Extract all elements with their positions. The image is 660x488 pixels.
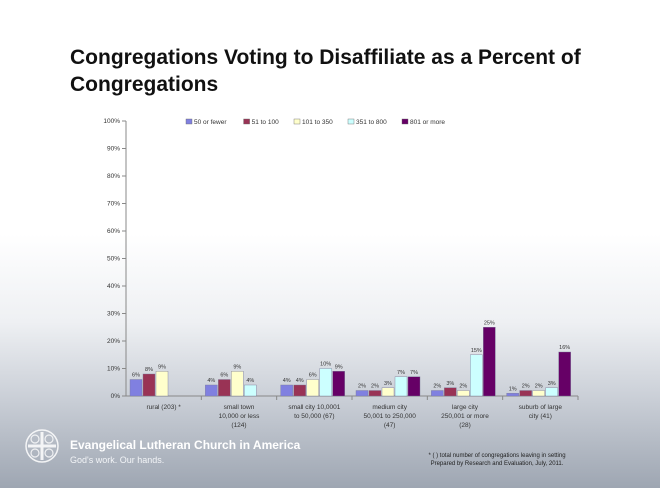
bar bbox=[355, 390, 369, 397]
bar bbox=[394, 376, 408, 397]
data-label: 3% bbox=[384, 381, 392, 387]
legend-label: 50 or fewer bbox=[194, 119, 227, 126]
data-label: 2% bbox=[522, 384, 530, 390]
legend-label: 801 or more bbox=[410, 119, 445, 126]
slide-title: Congregations Voting to Disaffiliate as … bbox=[70, 46, 581, 96]
legend-swatch bbox=[185, 118, 193, 125]
chart-footnote: * ( ) total number of congregations leav… bbox=[392, 452, 602, 468]
bar bbox=[319, 368, 332, 397]
bar bbox=[457, 390, 470, 397]
y-tick-label: 90% bbox=[107, 146, 120, 153]
y-tick-label: 60% bbox=[107, 228, 120, 235]
bar bbox=[142, 373, 156, 397]
legend-label: 101 to 350 bbox=[302, 119, 333, 126]
x-category-label: medium city bbox=[372, 404, 407, 411]
bar bbox=[205, 384, 218, 397]
x-category-label: large city bbox=[452, 404, 479, 411]
bar bbox=[444, 387, 457, 397]
x-category-label: (47) bbox=[384, 422, 396, 429]
bar bbox=[293, 384, 306, 397]
data-label: 25% bbox=[484, 320, 495, 326]
data-label: 6% bbox=[132, 373, 140, 379]
data-label: 2% bbox=[433, 384, 441, 390]
elca-cross-logo-icon bbox=[25, 429, 59, 463]
legend-swatch bbox=[243, 118, 250, 125]
y-tick-label: 70% bbox=[107, 201, 120, 208]
x-category-label: city (41) bbox=[529, 413, 552, 420]
bar bbox=[368, 390, 382, 397]
x-category-label: to 50,000 (67) bbox=[294, 413, 334, 420]
organization-name: Evangelical Lutheran Church in America bbox=[70, 438, 301, 452]
bar bbox=[231, 371, 244, 397]
y-tick-label: 10% bbox=[107, 366, 120, 373]
legend-label: 351 to 800 bbox=[356, 119, 387, 126]
data-label: 16% bbox=[559, 345, 570, 351]
data-label: 4% bbox=[207, 378, 215, 384]
x-category-label: 250,001 or more bbox=[441, 413, 489, 420]
y-tick-label: 100% bbox=[103, 118, 120, 125]
data-label: 4% bbox=[283, 378, 291, 384]
bar bbox=[155, 371, 169, 397]
bar bbox=[558, 351, 571, 397]
footnote-line: * ( ) total number of congregations leav… bbox=[428, 453, 566, 459]
legend-label: 51 to 100 bbox=[252, 119, 279, 126]
data-label: 9% bbox=[233, 364, 241, 370]
legend-swatch bbox=[401, 118, 409, 125]
bar bbox=[280, 384, 293, 397]
y-tick-label: 80% bbox=[107, 173, 120, 180]
y-tick-label: 20% bbox=[107, 338, 120, 345]
bar bbox=[532, 390, 545, 397]
data-label: 1% bbox=[509, 386, 517, 392]
data-label: 7% bbox=[410, 370, 418, 376]
bar bbox=[244, 384, 257, 397]
footnote-line: Prepared by Research and Evaluation, Jul… bbox=[430, 461, 564, 467]
bar bbox=[381, 387, 395, 397]
bar bbox=[506, 393, 519, 397]
x-category-label: rural (203) * bbox=[147, 404, 182, 411]
data-label: 3% bbox=[548, 381, 556, 387]
bar bbox=[545, 387, 558, 397]
data-label: 7% bbox=[397, 370, 405, 376]
y-tick-label: 0% bbox=[111, 393, 121, 400]
data-label: 10% bbox=[320, 362, 331, 368]
x-category-label: suburb of large bbox=[519, 404, 563, 411]
bar bbox=[431, 390, 444, 397]
bar bbox=[129, 379, 143, 397]
y-tick-label: 40% bbox=[107, 283, 120, 290]
x-category-label: (28) bbox=[459, 422, 471, 429]
data-label: 4% bbox=[246, 378, 254, 384]
bar bbox=[218, 379, 231, 397]
bar bbox=[332, 371, 345, 397]
data-label: 6% bbox=[309, 373, 317, 379]
bar bbox=[483, 327, 496, 397]
legend-swatch bbox=[347, 118, 355, 125]
x-category-label: small town bbox=[224, 404, 255, 411]
bar bbox=[407, 376, 421, 397]
x-category-label: (124) bbox=[231, 422, 246, 429]
x-category-label: 10,000 or less bbox=[219, 413, 261, 420]
data-label: 8% bbox=[145, 367, 153, 373]
bar bbox=[306, 379, 319, 397]
data-label: 15% bbox=[471, 348, 482, 354]
data-label: 2% bbox=[358, 384, 366, 390]
bar bbox=[519, 390, 532, 397]
data-label: 4% bbox=[296, 378, 304, 384]
data-label: 2% bbox=[459, 384, 467, 390]
data-label: 2% bbox=[371, 384, 379, 390]
y-tick-label: 30% bbox=[107, 311, 120, 318]
data-label: 2% bbox=[535, 384, 543, 390]
y-tick-label: 50% bbox=[107, 256, 120, 263]
x-category-label: 50,001 to 250,000 bbox=[363, 413, 416, 420]
data-label: 6% bbox=[220, 373, 228, 379]
legend-swatch bbox=[293, 118, 301, 125]
organization-tagline: God's work. Our hands. bbox=[70, 455, 165, 465]
x-category-label: small city 10,0001 bbox=[288, 404, 340, 411]
data-label: 9% bbox=[158, 364, 166, 370]
data-label: 9% bbox=[335, 364, 343, 370]
bar bbox=[470, 354, 483, 397]
data-label: 3% bbox=[446, 381, 454, 387]
elca-branding: Evangelical Lutheran Church in America G… bbox=[24, 428, 344, 478]
